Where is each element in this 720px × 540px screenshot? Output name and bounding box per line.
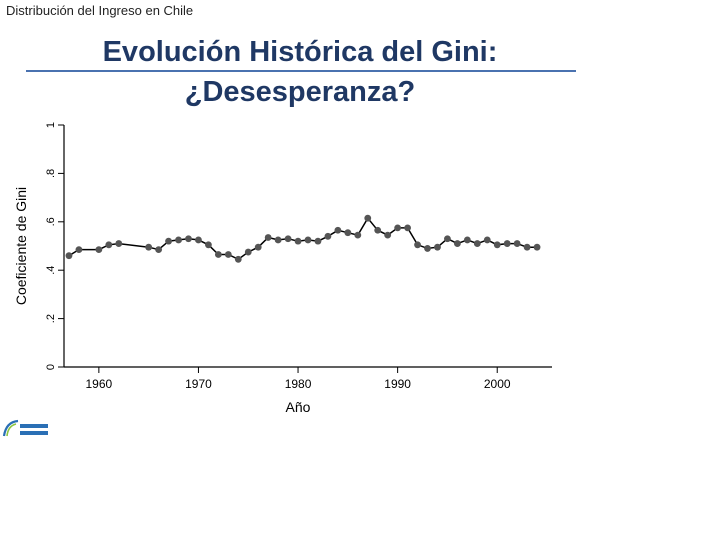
data-point <box>533 243 541 251</box>
y-axis-label: Coeficiente de Gini <box>13 187 29 305</box>
data-point <box>274 236 282 244</box>
data-point <box>115 240 123 247</box>
data-point <box>453 240 461 247</box>
data-point <box>294 237 302 245</box>
data-point <box>205 241 212 249</box>
chart-series <box>65 214 541 263</box>
data-point <box>145 243 153 251</box>
y-tick-label: .6 <box>45 217 57 226</box>
data-point <box>384 231 392 239</box>
section-header: Distribución del Ingreso en Chile <box>6 3 194 18</box>
data-point <box>394 224 402 232</box>
data-point <box>324 232 332 240</box>
libertad-desarrollo-logo <box>2 419 48 437</box>
data-point <box>195 236 202 244</box>
data-point <box>254 243 262 251</box>
chart-labels: 0 .2 .4 .6 .8 1 1960 1970 1980 1990 2000 Año Coefici… <box>13 122 511 415</box>
data-point <box>444 235 451 243</box>
data-point <box>224 251 232 258</box>
data-point <box>304 236 312 244</box>
data-point <box>434 243 441 251</box>
data-point <box>185 235 192 243</box>
gini-line-chart: 0 .2 .4 .6 .8 1 1960 1970 1980 1990 2000 Año Coefici… <box>13 122 552 415</box>
y-tick-label: .2 <box>45 314 57 323</box>
data-point <box>334 226 342 234</box>
y-tick-label: 1 <box>45 122 57 128</box>
data-point <box>364 214 372 222</box>
x-tick-label: 2000 <box>484 377 511 391</box>
y-tick-label: .4 <box>45 266 57 275</box>
data-point <box>523 243 531 251</box>
data-point <box>155 246 163 254</box>
data-point <box>513 240 521 247</box>
data-point <box>214 251 222 258</box>
data-point <box>473 240 481 247</box>
data-point <box>284 235 292 243</box>
data-point <box>175 236 182 244</box>
data-point <box>414 241 421 249</box>
data-point <box>424 245 431 252</box>
data-point <box>65 252 73 260</box>
data-point <box>244 248 252 256</box>
x-tick-label: 1960 <box>86 377 113 391</box>
data-point <box>344 229 352 237</box>
data-point <box>404 224 411 232</box>
data-point <box>314 237 322 245</box>
data-point <box>105 241 113 249</box>
data-point <box>95 246 103 254</box>
y-tick-label: 0 <box>45 364 57 370</box>
slide-title: Evolución Histórica del Gini: <box>102 36 498 68</box>
data-point <box>234 255 242 263</box>
x-tick-label: 1990 <box>384 377 411 391</box>
data-point <box>75 246 83 254</box>
data-point <box>354 231 362 239</box>
x-tick-label: 1980 <box>285 377 312 391</box>
data-point <box>264 234 272 241</box>
data-point <box>503 240 511 247</box>
title-divider <box>26 70 576 72</box>
data-point <box>483 236 491 244</box>
slide-subtitle: ¿Desesperanza? <box>184 76 416 108</box>
data-point <box>165 237 172 245</box>
y-tick-label: .8 <box>45 169 57 178</box>
chart-axes <box>58 124 552 373</box>
data-point <box>493 241 501 249</box>
data-point <box>463 236 471 244</box>
x-axis-label: Año <box>286 399 311 415</box>
x-tick-label: 1970 <box>185 377 212 391</box>
data-point <box>374 226 382 234</box>
